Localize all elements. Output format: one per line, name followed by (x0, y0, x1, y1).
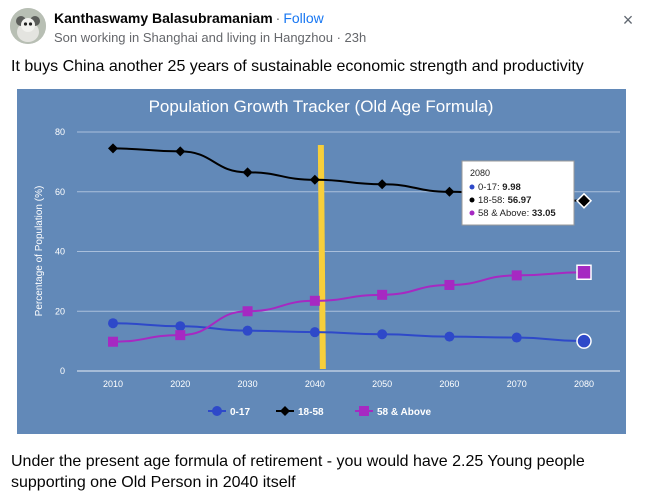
y-tick-label: 20 (55, 306, 65, 316)
x-tick-label: 2060 (439, 379, 459, 389)
data-point (511, 270, 522, 281)
legend-label: 0-17 (230, 407, 250, 418)
legend-label: 18-58 (298, 407, 324, 418)
data-point (108, 318, 118, 329)
data-point (242, 167, 253, 178)
author-line: Kanthaswamy Balasubramaniam · Follow (54, 10, 324, 26)
data-point (175, 146, 186, 157)
legend-marker (280, 406, 290, 416)
data-point (511, 332, 522, 343)
data-point (444, 331, 455, 342)
data-point (576, 333, 592, 349)
legend-label: 58 & Above (377, 407, 432, 418)
follow-button[interactable]: Follow (283, 10, 324, 26)
y-tick-label: 60 (55, 187, 65, 197)
series-line-0 (112, 322, 585, 343)
author-name[interactable]: Kanthaswamy Balasubramaniam (54, 10, 273, 26)
x-tick-label: 2050 (372, 379, 392, 389)
data-point (377, 329, 388, 340)
y-tick-label: 40 (55, 247, 65, 257)
series-line-2 (112, 271, 585, 343)
x-tick-label: 2040 (305, 379, 325, 389)
data-point (242, 325, 253, 336)
tooltip-box (461, 160, 575, 226)
data-point (575, 192, 593, 209)
tooltip-title: 2080 (470, 168, 490, 178)
close-icon[interactable]: × (622, 10, 634, 30)
x-tick-label: 2070 (507, 379, 527, 389)
data-point (175, 330, 186, 341)
data-point (576, 264, 592, 281)
x-tick-label: 2030 (238, 379, 258, 389)
data-point (108, 143, 118, 154)
tooltip-swatch (469, 197, 475, 203)
y-tick-label: 0 (60, 366, 65, 376)
post-bottom-text: Under the present age formula of retirem… (11, 453, 585, 491)
data-point (309, 174, 320, 185)
post-header: Kanthaswamy Balasubramaniam · Follow Son w… (10, 8, 642, 48)
x-tick-label: 2080 (574, 379, 594, 389)
legend-marker (212, 406, 222, 416)
post-text: It buys China another 25 years of sustai… (11, 58, 584, 75)
tooltip-swatch (469, 210, 475, 216)
y-tick-label: 80 (55, 127, 65, 137)
population-chart: Population Growth Tracker (Old Age Formu… (34, 97, 620, 418)
author-subtitle: Son working in Shanghai and living in Ha… (54, 30, 367, 45)
tooltip-swatch (469, 184, 475, 190)
data-point (377, 179, 388, 190)
avatar-image (10, 8, 46, 44)
x-tick-label: 2020 (170, 379, 190, 389)
y-axis-label: Percentage of Population (%) (34, 186, 45, 317)
data-point (175, 321, 186, 332)
data-point (309, 295, 320, 306)
x-tick-label: 2010 (103, 379, 123, 389)
tooltip-row: 18-58: 56.97 (478, 195, 531, 206)
avatar[interactable] (10, 8, 46, 44)
chart-image: Population Growth Tracker (Old Age Formu… (17, 89, 626, 434)
data-point (108, 336, 118, 347)
tooltip-row: 0-17: 9.98 (478, 182, 521, 193)
data-point (444, 186, 455, 197)
highlight-marker (317, 145, 326, 369)
data-point (444, 279, 455, 290)
data-point (309, 327, 320, 338)
legend-marker (359, 406, 369, 416)
tooltip-row: 58 & Above: 33.05 (478, 208, 556, 219)
data-point (377, 289, 388, 300)
data-point (242, 306, 253, 317)
separator-dot: · (275, 10, 281, 26)
chart-title: Population Growth Tracker (Old Age Formu… (149, 97, 494, 116)
